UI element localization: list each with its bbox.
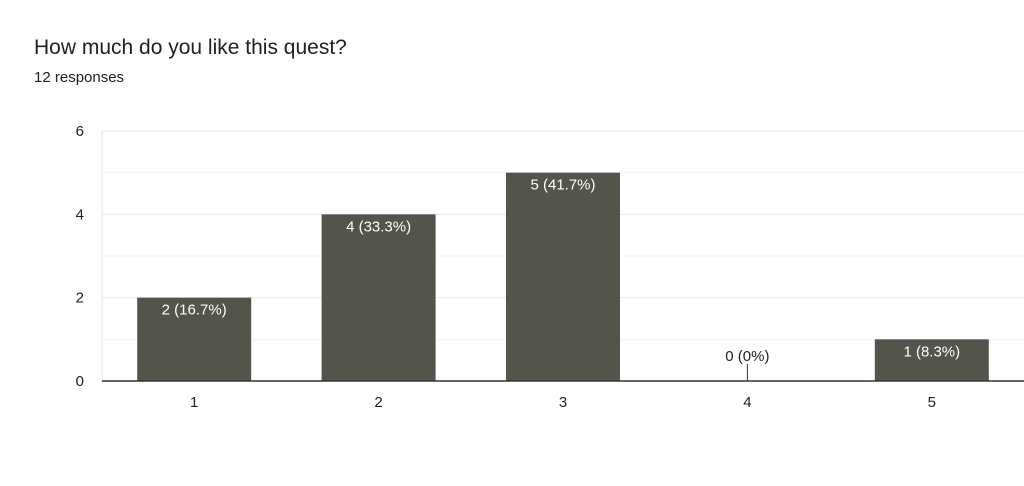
response-count: 12 responses: [34, 69, 125, 86]
bar-value-label: 0 (0%): [725, 348, 769, 365]
x-tick-label: 1: [190, 394, 198, 411]
bar-value-label: 5 (41.7%): [530, 177, 595, 194]
gridlines: [101, 130, 1024, 381]
bar: [321, 214, 436, 381]
x-tick-label: 2: [374, 394, 382, 411]
y-tick-label: 0: [76, 373, 84, 390]
bar-value-label: 4 (33.3%): [346, 218, 411, 235]
bar-value-label: 1 (8.3%): [903, 343, 960, 360]
bar: [874, 339, 989, 381]
labels: 0 2 4 6 2 (16.7%) 1 4 (33.3%) 2 5 (41.7%) 3 0 (0%)…: [76, 123, 960, 411]
y-tick-label: 2: [76, 290, 84, 307]
x-tick-label: 3: [559, 394, 567, 411]
y-tick-label: 6: [76, 123, 84, 140]
chart-title: How much do you like this quest?: [34, 36, 347, 59]
bars: [137, 172, 989, 381]
y-tick-label: 4: [76, 206, 84, 223]
bar: [137, 297, 252, 381]
x-tick-label: 5: [928, 394, 936, 411]
bar: [506, 172, 620, 381]
bar-value-label: 2 (16.7%): [162, 302, 227, 319]
x-tick-label: 4: [743, 394, 751, 411]
